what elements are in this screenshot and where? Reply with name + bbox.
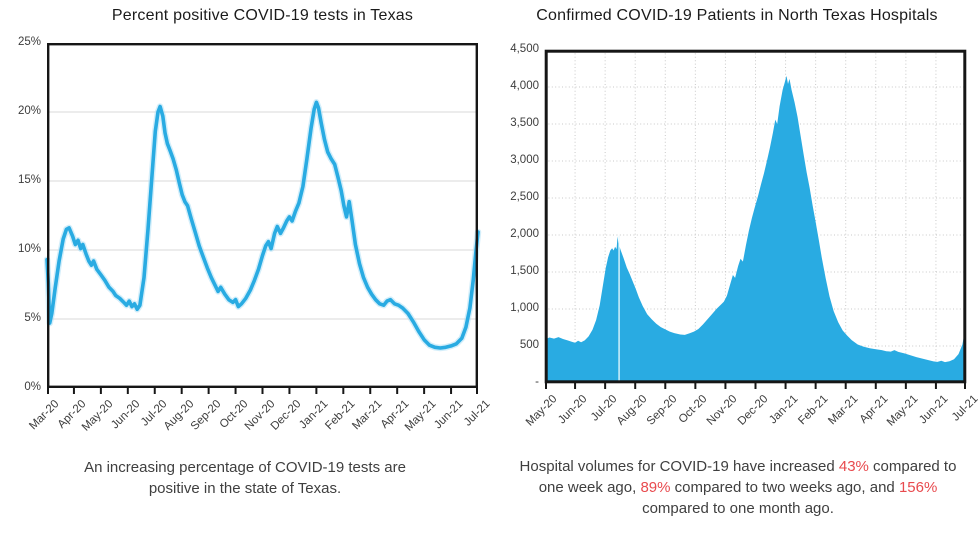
caption-highlight-percent: 43% (838, 458, 869, 475)
caption-text-segment: compared to one month ago. (642, 500, 834, 517)
y-axis-tick-label: 0% (24, 381, 41, 393)
left-chart-title: Percent positive COVID-19 tests in Texas (111, 7, 414, 24)
hospital-area-series (545, 75, 966, 384)
y-axis-tick-label: 10% (17, 243, 41, 255)
right-caption: Hospital volumes for COVID-19 have incre… (507, 456, 969, 519)
hospital-area-chart (544, 49, 967, 389)
plot-border (47, 43, 479, 389)
left-caption: An increasing percentage of COVID-19 tes… (84, 459, 406, 497)
y-axis-tick-label: 25% (17, 36, 41, 48)
y-axis-tick-label: 2,000 (510, 228, 539, 240)
positivity-line-series (45, 100, 480, 350)
right-chart-title: Confirmed COVID-19 Patients in North Tex… (536, 7, 938, 24)
positivity-line-glow (43, 99, 482, 352)
y-axis-tick-label: 2,500 (510, 191, 539, 203)
y-axis-tick-label: 20% (17, 105, 41, 117)
y-axis-tick-label: 3,500 (510, 117, 539, 129)
caption-text-segment: compared to two weeks ago, and (670, 479, 899, 496)
caption-text-segment: compared to one week ago, (538, 458, 957, 496)
y-axis-tick-label: 4,500 (510, 43, 539, 55)
y-axis-tick-label: 1,000 (510, 302, 539, 314)
y-axis-tick-label: 3,000 (510, 154, 539, 166)
plot-border (544, 49, 967, 384)
y-axis-tick-label: 5% (24, 312, 41, 324)
caption-highlight-percent: 156% (898, 479, 938, 496)
caption-text-segment: Hospital volumes for COVID-19 have incre… (519, 458, 839, 475)
y-axis-tick-label: 4,000 (510, 80, 539, 92)
y-axis-tick-label: 500 (519, 339, 539, 351)
y-axis-tick-label: - (535, 376, 539, 388)
y-axis-tick-label: 15% (17, 174, 41, 186)
caption-highlight-percent: 89% (640, 479, 671, 496)
y-axis-tick-label: 1,500 (510, 265, 539, 277)
positivity-line-chart (43, 43, 482, 394)
